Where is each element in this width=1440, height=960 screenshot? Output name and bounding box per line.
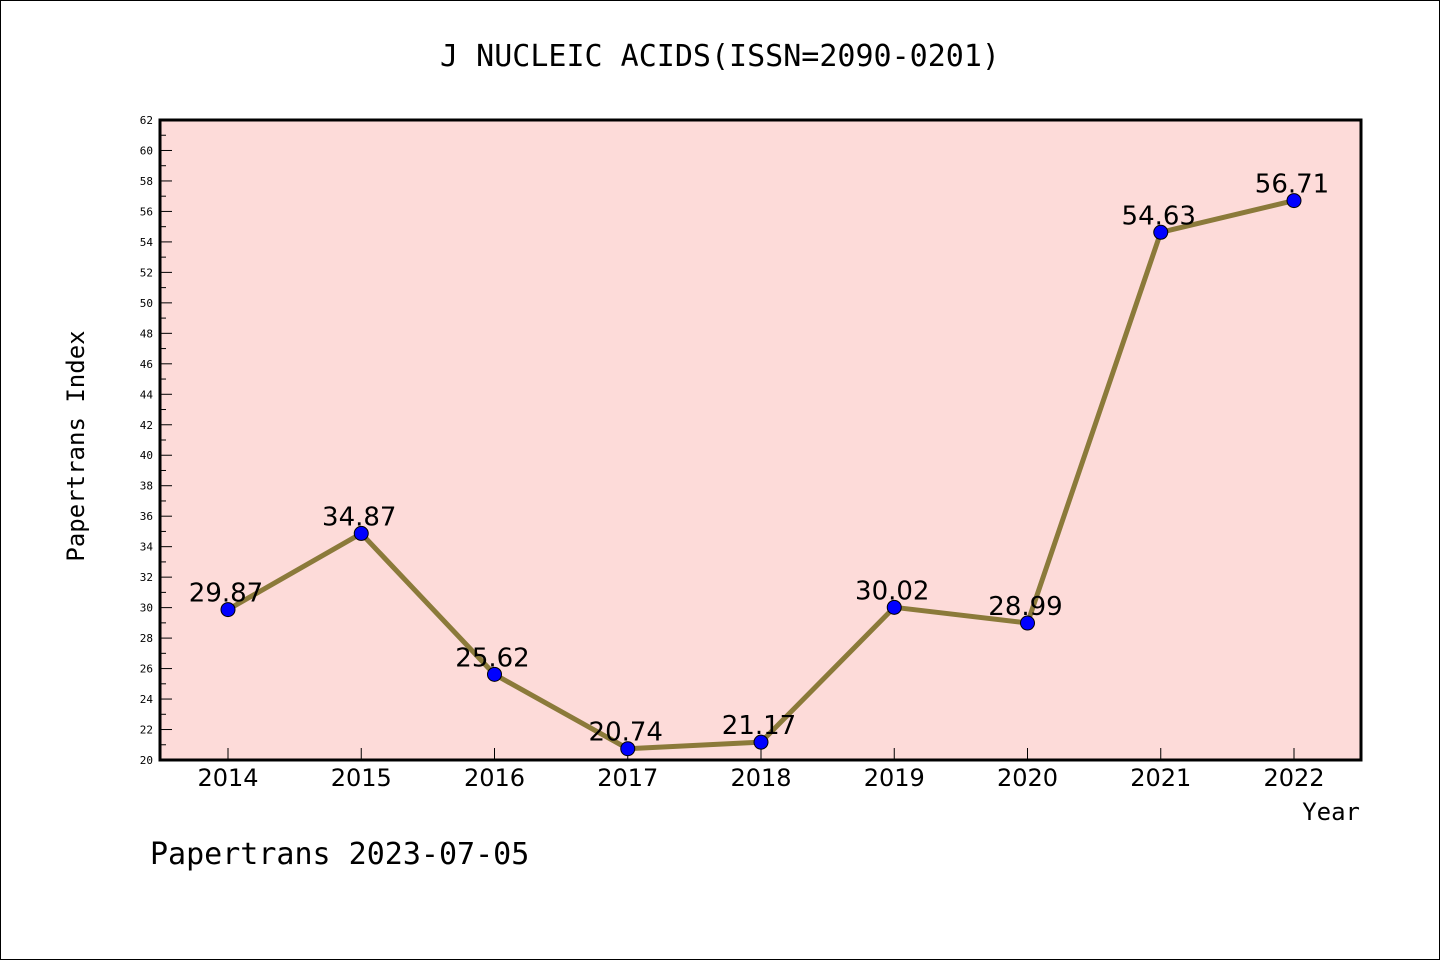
x-axis-label: Year (1302, 798, 1360, 826)
y-tick-label: 60 (140, 144, 153, 157)
data-label: 29.87 (189, 579, 263, 609)
y-axis-label: Papertrans Index (62, 330, 90, 561)
y-tick-label: 54 (140, 236, 154, 249)
y-tick-label: 50 (140, 297, 153, 310)
data-point (1153, 224, 1169, 240)
y-tick-label: 30 (140, 602, 153, 615)
x-tick-label: 2020 (997, 764, 1058, 792)
y-tick-label: 26 (140, 663, 153, 676)
data-point (620, 741, 636, 757)
y-tick-label: 48 (140, 327, 153, 340)
data-point (1286, 193, 1302, 209)
data-label: 30.02 (855, 576, 929, 606)
x-tick-label: 2019 (864, 764, 925, 792)
footer-text: Papertrans 2023-07-05 (150, 837, 529, 872)
y-tick-label: 62 (140, 114, 153, 127)
x-tick-label: 2022 (1263, 764, 1324, 792)
x-tick-label: 2015 (331, 764, 392, 792)
y-tick-label: 24 (140, 693, 154, 706)
y-tick-label: 34 (140, 541, 154, 554)
data-point (220, 602, 236, 618)
data-label: 54.63 (1122, 201, 1196, 231)
y-tick-label: 28 (140, 632, 153, 645)
series-line (220, 193, 1302, 757)
y-tick-label: 58 (140, 175, 153, 188)
data-point (487, 666, 502, 682)
data-label: 25.62 (455, 643, 529, 673)
x-axis: 2014 2015 2016 2017 2018 2019 2020 2021 2022 (197, 748, 1325, 792)
x-tick-label: 2021 (1130, 764, 1191, 792)
y-tick-label: 46 (140, 358, 153, 371)
y-tick-label: 36 (140, 510, 153, 523)
y-tick-label: 22 (140, 724, 153, 737)
y-tick-label: 40 (140, 449, 153, 462)
data-point (753, 734, 769, 750)
y-tick-label: 38 (140, 480, 153, 493)
x-tick-label: 2016 (464, 764, 525, 792)
y-tick-label: 56 (140, 205, 153, 218)
y-axis: 20 22 24 26 28 30 32 34 36 38 40 42 44 46 48 50 52 54 56 58… (140, 114, 172, 767)
data-label: 20.74 (589, 718, 663, 748)
data-label: 56.71 (1255, 170, 1329, 200)
x-tick-label: 2014 (197, 764, 258, 792)
x-tick-label: 2017 (597, 764, 658, 792)
y-tick-label: 44 (140, 388, 154, 401)
y-tick-label: 52 (140, 266, 153, 279)
chart-title: J NUCLEIC ACIDS(ISSN=2090-0201) (440, 39, 1000, 74)
y-tick-label: 20 (140, 754, 153, 767)
data-point (353, 525, 369, 541)
data-point (886, 599, 902, 615)
data-label: 28.99 (988, 592, 1062, 622)
data-label: 21.17 (722, 711, 796, 741)
data-point (1020, 615, 1035, 631)
y-tick-label: 32 (140, 571, 153, 584)
data-labels: 29.87 34.87 25.62 20.74 21.17 30.02 28.99 54.63… (189, 170, 1329, 748)
x-tick-label: 2018 (730, 764, 791, 792)
data-label: 34.87 (322, 502, 396, 532)
y-tick-label: 42 (140, 419, 153, 432)
